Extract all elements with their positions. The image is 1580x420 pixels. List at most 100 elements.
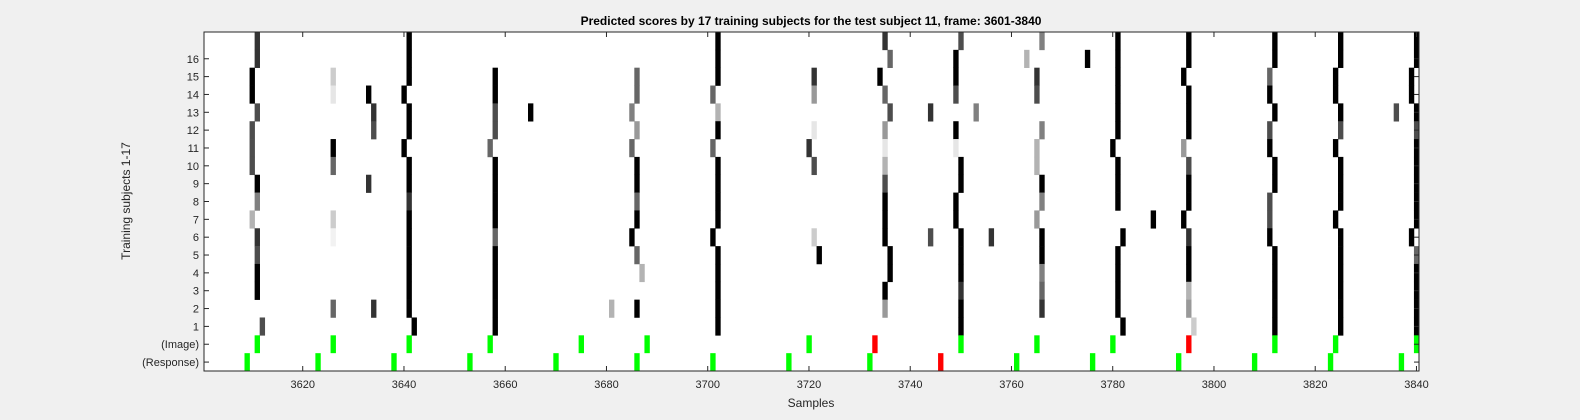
event-marker-green [867, 353, 873, 371]
y-tick-label: 1 [193, 321, 199, 333]
heatmap-cell [1267, 192, 1273, 211]
heatmap-cell [1267, 67, 1273, 86]
heatmap-cell [492, 281, 498, 300]
heatmap-cell [715, 281, 721, 300]
heatmap-cell [953, 139, 959, 158]
heatmap-cell [1408, 67, 1415, 86]
heatmap-cell [254, 32, 260, 51]
heatmap-cell [811, 121, 817, 140]
heatmap-cell [973, 103, 979, 122]
heatmap-cell [1338, 32, 1344, 51]
event-marker-green [553, 353, 559, 371]
heatmap-cell [1186, 246, 1192, 265]
heatmap-cell [715, 32, 721, 51]
heatmap-cell [715, 174, 721, 193]
y-tick-label: 14 [187, 89, 199, 101]
heatmap-cell [715, 67, 721, 86]
heatmap-cell [1393, 103, 1400, 122]
heatmap-cell [1272, 299, 1278, 318]
heatmap-cell [1332, 85, 1339, 104]
event-marker-green [406, 335, 412, 354]
heatmap-cell [1338, 103, 1344, 122]
heatmap-cell [634, 174, 640, 193]
event-marker-green [806, 335, 812, 354]
heatmap-cell [254, 246, 260, 265]
heatmap-cell [366, 174, 372, 193]
heatmap-cell [1267, 139, 1273, 158]
heatmap-cell [609, 299, 615, 318]
heatmap-cell [1272, 174, 1278, 193]
heatmap-cell [1039, 192, 1045, 211]
heatmap-cell [882, 156, 888, 176]
heatmap-cell [811, 156, 817, 176]
heatmap-cell [639, 263, 645, 283]
heatmap-cell [806, 139, 812, 158]
heatmap-cell [1115, 263, 1121, 283]
heatmap-cell [330, 85, 336, 104]
heatmap-cell [330, 139, 336, 158]
x-tick-label: 3680 [594, 379, 618, 391]
heatmap-cell [1191, 317, 1197, 336]
heatmap-cell [1272, 281, 1278, 300]
heatmap-cell [1267, 121, 1273, 140]
heatmap-cell [1115, 192, 1121, 211]
heatmap-cell [406, 49, 412, 68]
heatmap-cell [1272, 49, 1278, 68]
heatmap-cell [1084, 49, 1091, 68]
heatmap-cell [492, 228, 498, 247]
heatmap-cell [715, 121, 721, 140]
heatmap-cell [249, 139, 255, 158]
heatmap-cell [1332, 210, 1339, 229]
heatmap-cell [1186, 281, 1192, 300]
heatmap-cell [1181, 139, 1187, 158]
heatmap-cell [882, 139, 888, 158]
x-tick-label: 3840 [1404, 379, 1428, 391]
y-tick-label: 7 [193, 214, 199, 226]
x-tick-label: 3720 [797, 379, 821, 391]
heatmap-cell [1115, 103, 1121, 122]
x-axis-label: Samples [788, 396, 835, 410]
heatmap-cell [958, 228, 964, 247]
event-marker-green [315, 353, 321, 371]
heatmap-cell [330, 67, 336, 86]
heatmap-cell [710, 85, 716, 104]
heatmap-cell [1039, 32, 1045, 51]
heatmap-cell [1186, 32, 1192, 51]
heatmap-cells [249, 32, 1420, 336]
heatmap-cell [492, 174, 498, 193]
y-tick-label: (Response) [142, 357, 199, 369]
heatmap-cell [254, 174, 260, 193]
heatmap-cell [634, 210, 640, 229]
heatmap-cell [330, 210, 336, 229]
heatmap-cell [715, 317, 721, 336]
heatmap-cell [715, 210, 721, 229]
heatmap-cell [1186, 299, 1192, 318]
event-marker-green [1034, 335, 1040, 354]
heatmap-cell [487, 139, 493, 158]
heatmap-cell [1039, 228, 1045, 247]
heatmap-cell [1034, 67, 1040, 86]
heatmap-cell [634, 121, 640, 140]
x-tick-label: 3820 [1303, 379, 1327, 391]
heatmap-cell [882, 210, 888, 229]
event-marker-green [391, 353, 397, 371]
heatmap-cell [1115, 156, 1121, 176]
y-tick-label: 2 [193, 304, 199, 316]
heatmap-cell [406, 174, 412, 193]
heatmap-cell [629, 228, 635, 247]
heatmap-cell [492, 246, 498, 265]
heatmap-cell [1408, 85, 1415, 104]
heatmap-cell [1034, 210, 1040, 229]
heatmap-cell [1186, 192, 1192, 211]
heatmap-cell [254, 192, 260, 211]
event-marker-green [254, 335, 260, 354]
heatmap-cell [249, 67, 255, 86]
heatmap-cell [1120, 228, 1126, 247]
heatmap-cell [330, 156, 336, 176]
event-marker-green [1272, 335, 1278, 354]
heatmap-cell [492, 192, 498, 211]
heatmap-cell [882, 85, 888, 104]
x-tick-label: 3800 [1202, 379, 1226, 391]
event-marker-green [1332, 335, 1339, 354]
heatmap-cell [1267, 228, 1273, 247]
